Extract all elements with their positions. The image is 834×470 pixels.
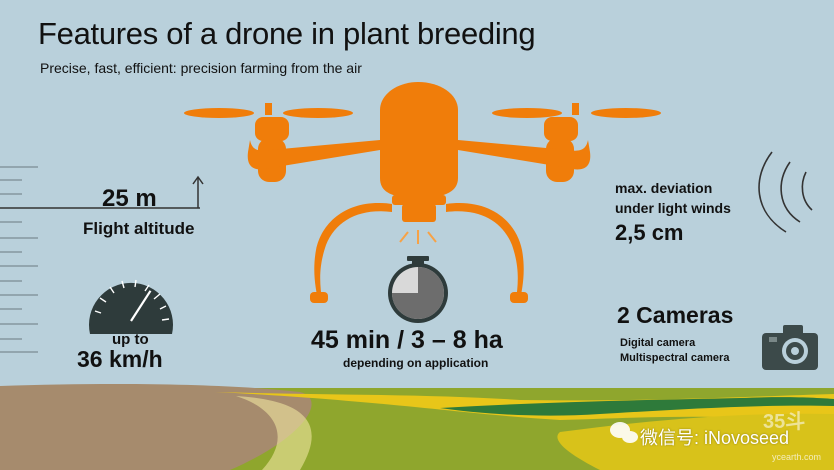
flight-time-value: 45 min / 3 – 8 ha (311, 326, 503, 354)
deviation-value: 2,5 cm (615, 220, 684, 245)
camera-item-digital: Digital camera (620, 337, 696, 349)
deviation-label-1: max. deviation (615, 180, 713, 196)
wechat-logo-icon (610, 422, 638, 443)
page-title: Features of a drone in plant breeding (38, 16, 536, 51)
watermark-url: ycearth.com (772, 452, 822, 462)
cameras-title: 2 Cameras (617, 302, 734, 328)
speedometer-icon (89, 279, 173, 334)
drone-icon (184, 82, 661, 303)
page-subtitle: Precise, fast, efficient: precision farm… (40, 60, 362, 76)
camera-item-multispectral: Multispectral camera (620, 352, 730, 364)
watermark-logo: 35斗 (763, 411, 806, 433)
altitude-arrow-icon (192, 175, 204, 208)
camera-icon (762, 325, 818, 370)
flight-time-label: depending on application (343, 356, 489, 370)
speed-prefix: up to (112, 331, 149, 348)
speed-value: 36 km/h (77, 346, 163, 372)
watermark-text: 微信号: iNovoseed (640, 428, 790, 448)
altitude-ruler (0, 166, 200, 353)
wind-icon (758, 151, 813, 233)
altitude-label: Flight altitude (83, 219, 195, 238)
camera-rays-icon (399, 230, 437, 244)
deviation-label-2: under light winds (615, 200, 731, 216)
stopwatch-icon (388, 256, 448, 323)
altitude-value: 25 m (102, 185, 157, 212)
